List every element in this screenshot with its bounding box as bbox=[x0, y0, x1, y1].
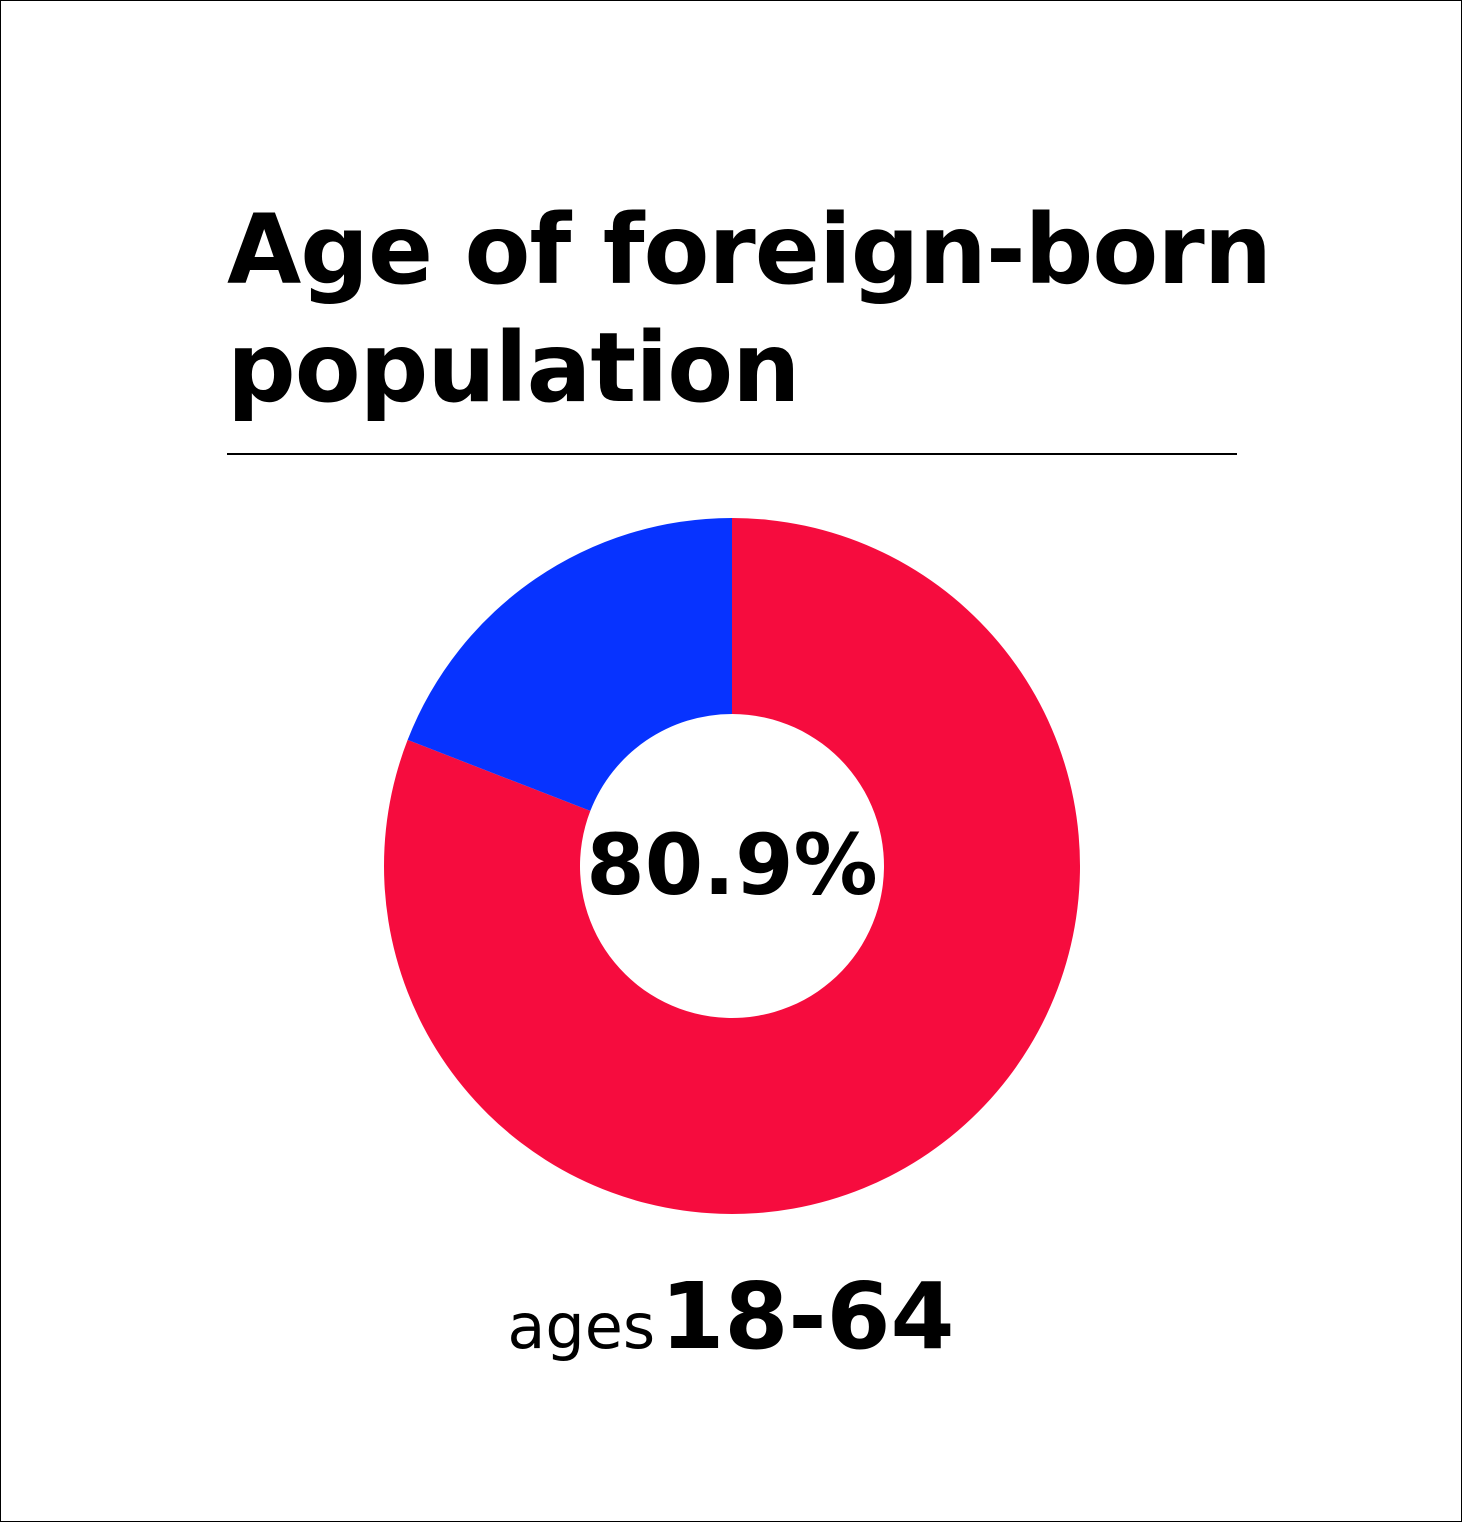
caption: ages 18-64 bbox=[1, 1263, 1461, 1370]
center-percentage: 80.9% bbox=[586, 816, 877, 914]
donut-slices bbox=[384, 518, 1080, 1214]
donut-chart: 80.9% bbox=[384, 518, 1080, 1214]
caption-age-range: 18-64 bbox=[660, 1263, 955, 1370]
chart-title: Age of foreign-born population bbox=[227, 194, 1272, 424]
donut-slice-highlight bbox=[384, 518, 1080, 1214]
title-divider bbox=[227, 453, 1237, 455]
donut-slice-remainder bbox=[407, 518, 732, 811]
caption-prefix: ages bbox=[507, 1290, 656, 1363]
